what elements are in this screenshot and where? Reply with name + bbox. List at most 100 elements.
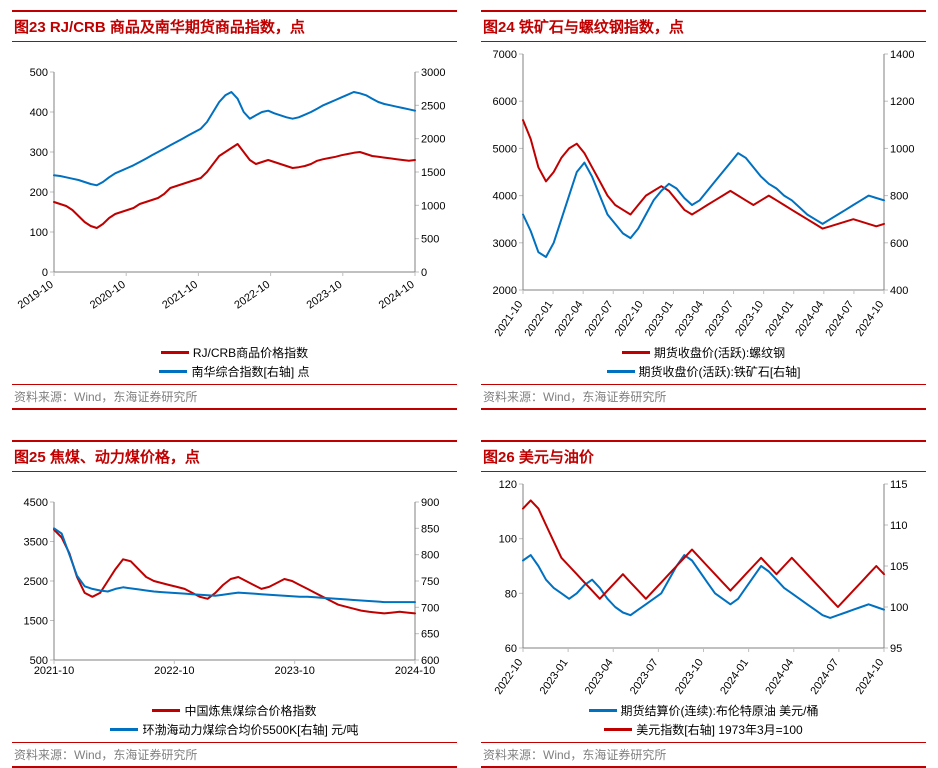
- legend-item: 期货结算价(连续):布伦特原油 美元/桶: [589, 702, 819, 719]
- title-row: 图23 RJ/CRB 商品及南华期货商品指数，点: [12, 10, 457, 42]
- svg-text:2024-01: 2024-01: [763, 299, 796, 339]
- svg-text:95: 95: [890, 643, 902, 655]
- svg-text:110: 110: [890, 520, 908, 532]
- svg-text:2023-10: 2023-10: [733, 299, 766, 339]
- svg-text:4500: 4500: [24, 497, 48, 509]
- legend-swatch: [159, 370, 187, 373]
- chart-box-23: 0100200300400500050010001500200025003000…: [12, 48, 457, 342]
- svg-text:2023-07: 2023-07: [628, 657, 661, 697]
- source-row: 资料来源：Wind，东海证券研究所: [481, 384, 926, 410]
- legend-item: 期货收盘价(活跃):铁矿石[右轴]: [607, 363, 801, 380]
- svg-text:300: 300: [30, 147, 48, 159]
- svg-text:2023-07: 2023-07: [703, 299, 736, 339]
- legend-swatch: [607, 370, 635, 373]
- panel-23: 图23 RJ/CRB 商品及南华期货商品指数，点 010020030040050…: [12, 10, 457, 410]
- svg-text:2023-10: 2023-10: [673, 657, 706, 697]
- legend-item: 南华综合指数[右轴] 点: [159, 363, 309, 380]
- legend-item: 期货收盘价(活跃):螺纹钢: [622, 344, 785, 361]
- svg-text:2024-01: 2024-01: [718, 657, 751, 697]
- legend-item: 环渤海动力煤综合均价5500K[右轴] 元/吨: [110, 721, 358, 738]
- svg-text:5000: 5000: [493, 143, 517, 155]
- chart-title: 图25 焦煤、动力煤价格，点: [14, 449, 200, 466]
- title-row: 图26 美元与油价: [481, 440, 926, 472]
- legend-label: 南华综合指数[右轴] 点: [191, 363, 309, 380]
- source-row: 资料来源：Wind，东海证券研究所: [481, 742, 926, 768]
- svg-text:2022-07: 2022-07: [583, 299, 616, 339]
- svg-text:2024-07: 2024-07: [808, 657, 841, 697]
- svg-text:2023-10: 2023-10: [305, 279, 345, 312]
- chart-box-24: 2000300040005000600070004006008001000120…: [481, 48, 926, 342]
- panel-24: 图24 铁矿石与螺纹钢指数，点 200030004000500060007000…: [481, 10, 926, 410]
- legend-item: RJ/CRB商品价格指数: [161, 344, 308, 361]
- panel-26: 图26 美元与油价 6080100120951001051101152022-1…: [481, 440, 926, 768]
- chart-title: 图26 美元与油价: [483, 449, 594, 466]
- title-row: 图25 焦煤、动力煤价格，点: [12, 440, 457, 472]
- svg-text:100: 100: [30, 227, 48, 239]
- svg-text:1500: 1500: [24, 616, 48, 628]
- svg-text:2024-10: 2024-10: [395, 665, 435, 677]
- svg-text:2022-01: 2022-01: [523, 299, 556, 339]
- svg-text:200: 200: [30, 187, 48, 199]
- svg-text:1200: 1200: [890, 96, 914, 108]
- source-row: 资料来源：Wind，东海证券研究所: [12, 384, 457, 410]
- legend-item: 美元指数[右轴] 1973年3月=100: [604, 721, 802, 738]
- svg-text:500: 500: [30, 67, 48, 79]
- chart-svg: 2000300040005000600070004006008001000120…: [481, 48, 926, 342]
- legend-label: 期货收盘价(活跃):螺纹钢: [654, 344, 785, 361]
- legend-swatch: [622, 351, 650, 354]
- svg-text:2024-10: 2024-10: [377, 279, 417, 312]
- svg-text:600: 600: [890, 238, 908, 250]
- chart-svg: 0100200300400500050010001500200025003000…: [12, 48, 457, 342]
- svg-text:2022-04: 2022-04: [553, 299, 586, 339]
- svg-text:2024-10: 2024-10: [853, 657, 886, 697]
- svg-text:1000: 1000: [421, 200, 445, 212]
- source-row: 资料来源：Wind，东海证券研究所: [12, 742, 457, 768]
- svg-text:650: 650: [421, 629, 439, 641]
- svg-text:800: 800: [421, 550, 439, 562]
- legend-label: 期货收盘价(活跃):铁矿石[右轴]: [639, 363, 801, 380]
- svg-text:3000: 3000: [493, 238, 517, 250]
- svg-text:2023-04: 2023-04: [673, 299, 706, 339]
- svg-text:115: 115: [890, 479, 908, 491]
- svg-text:2021-10: 2021-10: [34, 665, 74, 677]
- svg-text:3500: 3500: [24, 537, 48, 549]
- svg-text:2023-01: 2023-01: [538, 657, 571, 697]
- legend-swatch: [589, 709, 617, 712]
- svg-text:2021-10: 2021-10: [160, 279, 200, 312]
- svg-text:1400: 1400: [890, 49, 914, 61]
- svg-text:7000: 7000: [493, 49, 517, 61]
- legend-swatch: [604, 728, 632, 731]
- svg-text:2022-10: 2022-10: [154, 665, 194, 677]
- svg-text:2023-04: 2023-04: [583, 657, 616, 697]
- svg-text:2021-10: 2021-10: [492, 299, 525, 339]
- svg-text:2024-04: 2024-04: [793, 299, 826, 339]
- legend-label: 中国炼焦煤综合价格指数: [184, 702, 316, 719]
- chart-box-26: 6080100120951001051101152022-102023-0120…: [481, 478, 926, 700]
- svg-text:2020-10: 2020-10: [88, 279, 128, 312]
- svg-text:900: 900: [421, 497, 439, 509]
- svg-text:800: 800: [890, 191, 908, 203]
- legend-23: RJ/CRB商品价格指数南华综合指数[右轴] 点: [12, 344, 457, 380]
- svg-text:4000: 4000: [493, 191, 517, 203]
- legend-25: 中国炼焦煤综合价格指数环渤海动力煤综合均价5500K[右轴] 元/吨: [12, 702, 457, 738]
- svg-text:0: 0: [421, 267, 427, 279]
- svg-text:60: 60: [505, 643, 517, 655]
- svg-text:750: 750: [421, 576, 439, 588]
- svg-text:400: 400: [890, 285, 908, 297]
- svg-text:2019-10: 2019-10: [16, 279, 56, 312]
- panel-25: 图25 焦煤、动力煤价格，点 5001500250035004500600650…: [12, 440, 457, 768]
- title-row: 图24 铁矿石与螺纹钢指数，点: [481, 10, 926, 42]
- svg-text:3000: 3000: [421, 67, 445, 79]
- svg-text:2000: 2000: [421, 134, 445, 146]
- chart-svg: 6080100120951001051101152022-102023-0120…: [481, 478, 926, 700]
- legend-swatch: [161, 351, 189, 354]
- chart-title: 图24 铁矿石与螺纹钢指数，点: [483, 19, 684, 36]
- chart-title: 图23 RJ/CRB 商品及南华期货商品指数，点: [14, 19, 305, 36]
- chart-svg: 5001500250035004500600650700750800850900…: [12, 478, 457, 700]
- legend-26: 期货结算价(连续):布伦特原油 美元/桶美元指数[右轴] 1973年3月=100: [481, 702, 926, 738]
- svg-text:105: 105: [890, 561, 908, 573]
- svg-text:120: 120: [499, 479, 517, 491]
- legend-label: 美元指数[右轴] 1973年3月=100: [636, 721, 802, 738]
- svg-text:2024-07: 2024-07: [823, 299, 856, 339]
- svg-text:2023-10: 2023-10: [274, 665, 314, 677]
